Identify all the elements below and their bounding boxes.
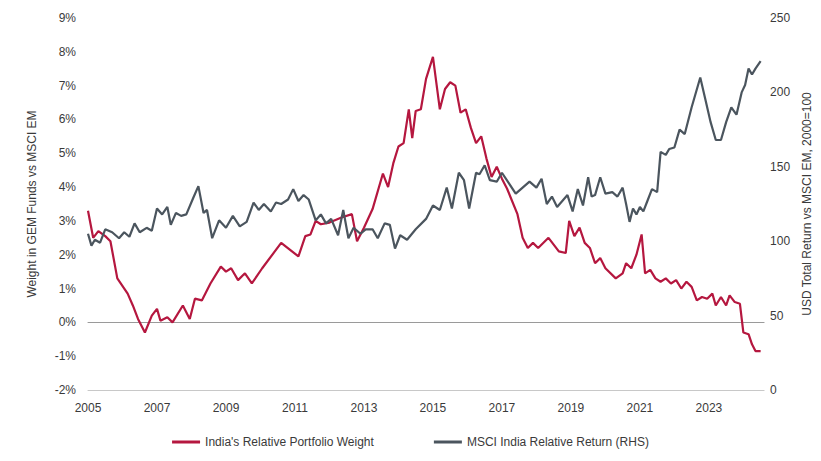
svg-text:MSCI India Relative Return (RH: MSCI India Relative Return (RHS) [467,435,649,449]
svg-text:150: 150 [770,160,790,174]
svg-text:4%: 4% [59,180,77,194]
svg-text:2005: 2005 [75,401,102,415]
svg-text:Weight in GEM Funds vs MSCI EM: Weight in GEM Funds vs MSCI EM [25,110,39,297]
svg-text:200: 200 [770,85,790,99]
svg-text:7%: 7% [59,79,77,93]
svg-text:1%: 1% [59,282,77,296]
svg-text:2015: 2015 [420,401,447,415]
svg-text:100: 100 [770,234,790,248]
svg-text:0: 0 [770,383,777,397]
svg-text:2007: 2007 [144,401,171,415]
svg-text:2019: 2019 [558,401,585,415]
svg-text:2011: 2011 [282,401,308,415]
svg-text:50: 50 [770,309,784,323]
svg-text:6%: 6% [59,112,77,126]
svg-text:India's Relative Portfolio Wei: India's Relative Portfolio Weight [205,435,374,449]
svg-text:2021: 2021 [627,401,654,415]
svg-text:5%: 5% [59,146,77,160]
svg-text:-1%: -1% [55,349,77,363]
svg-text:2017: 2017 [489,401,516,415]
svg-text:0%: 0% [59,315,77,329]
svg-text:250: 250 [770,11,790,25]
svg-text:2009: 2009 [213,401,240,415]
svg-text:USD Total Return vs MSCI EM, 2: USD Total Return vs MSCI EM, 2000=100 [800,92,814,316]
svg-text:9%: 9% [59,11,77,25]
svg-text:2013: 2013 [351,401,378,415]
svg-text:-2%: -2% [55,383,77,397]
svg-text:3%: 3% [59,214,77,228]
svg-text:2%: 2% [59,248,77,262]
svg-text:8%: 8% [59,45,77,59]
svg-text:2023: 2023 [696,401,723,415]
